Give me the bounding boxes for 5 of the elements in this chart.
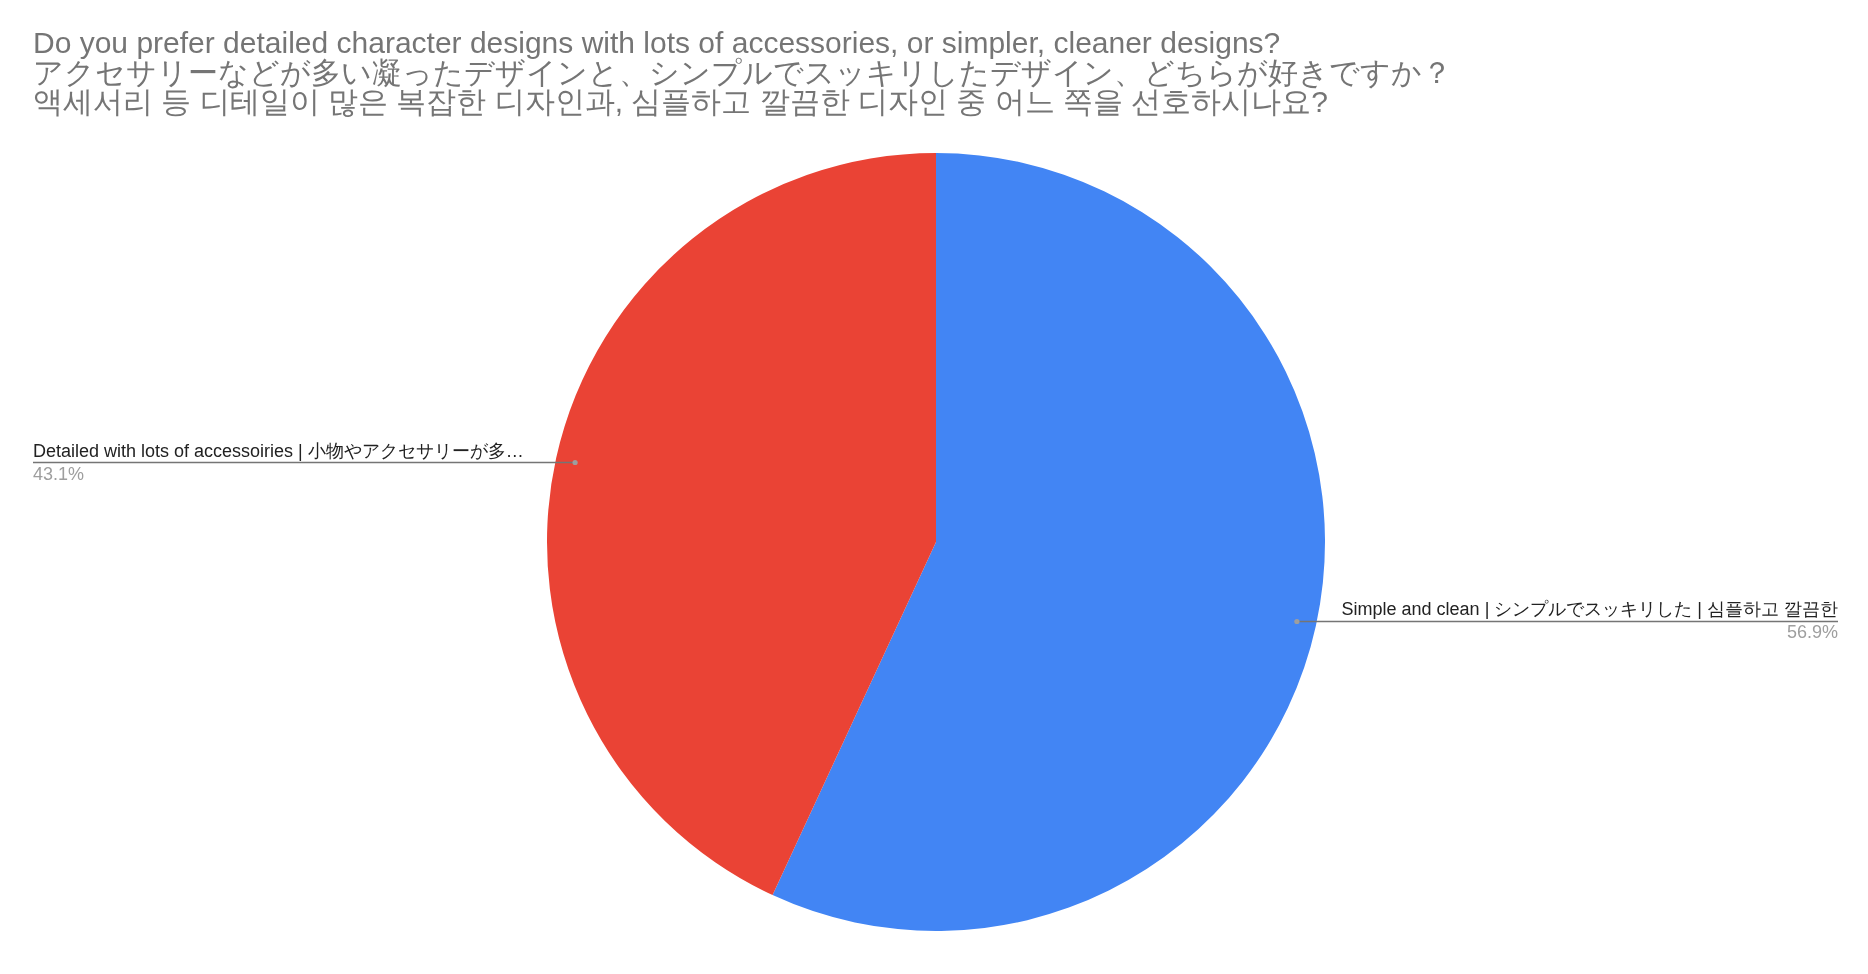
chart-title: Do you prefer detailed character designs with lots of accessories, or simpler, cleaner designs? アクセサリーなどが多い凝ったデザインと、シンプルでスッキリしたデザイン、どちらが好きですか？ 액세서리 등 디테일이 많은 복잡한 디자인과, 심플하고 깔끔한 디자인 중 어느 쪽을 선호하시나요? — [33, 26, 1452, 119]
slice-label: Detailed with lots of accessoiries | 小物やアクセサリーが多… — [33, 440, 524, 461]
data-label: 43.1% — [33, 463, 85, 484]
slice-label: Simple and clean | シンプルでスッキリした | 심플하고 깔끔한 — [1341, 599, 1838, 620]
data-label: 56.9% — [1786, 622, 1838, 643]
